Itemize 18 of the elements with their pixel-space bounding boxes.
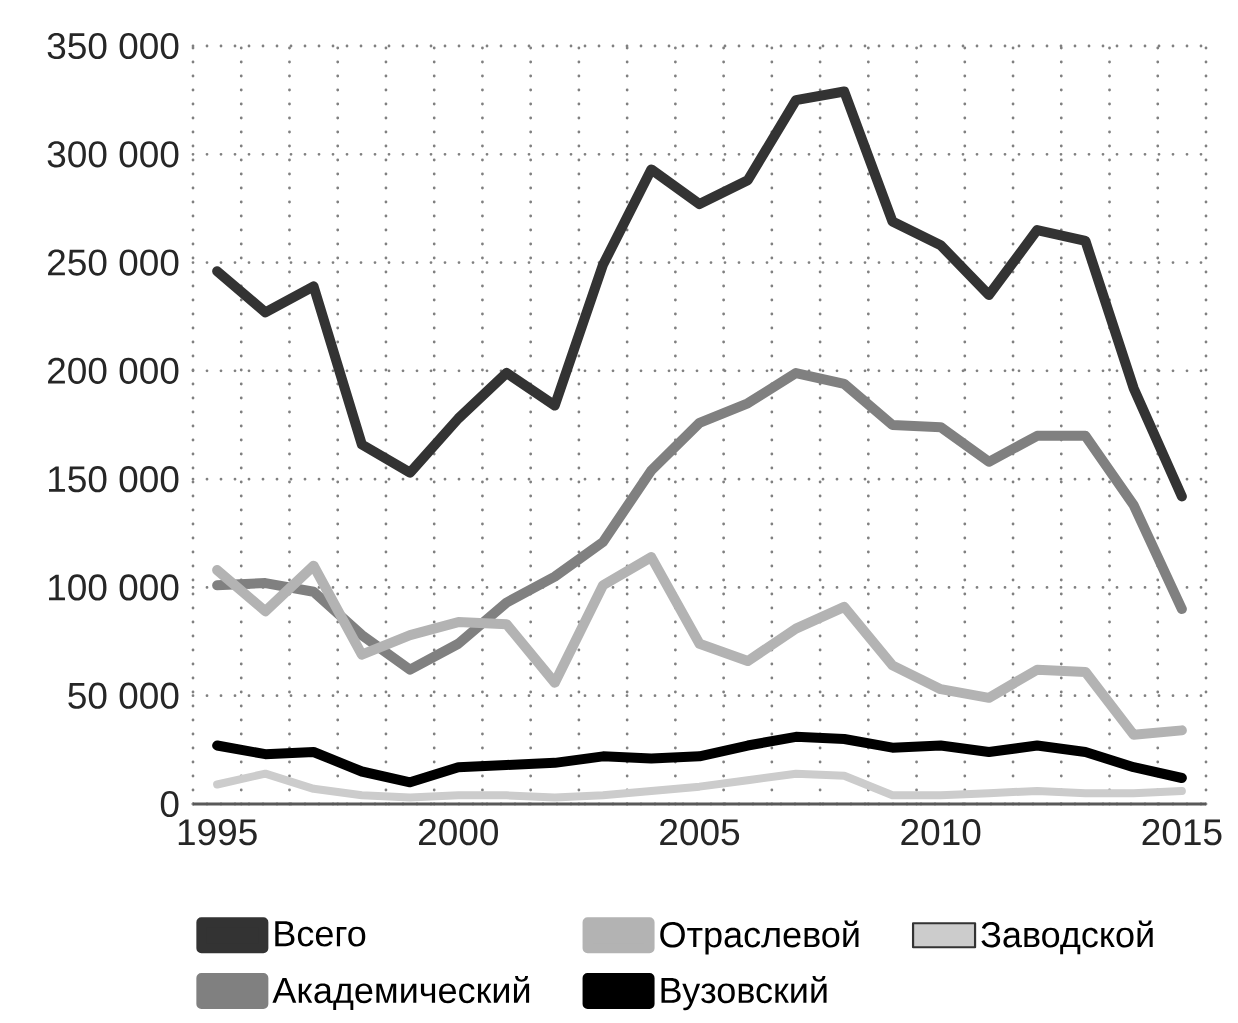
x-tick-label: 2005 [660, 819, 740, 846]
y-tick-label: 200 000 [48, 357, 179, 384]
y-tick-label: 300 000 [47, 141, 179, 168]
legend-label: Академический [272, 976, 530, 1011]
y-tick-label: 0 [160, 790, 179, 818]
x-tick-label: 2015 [1142, 819, 1222, 846]
legend-label: Отраслевой [660, 920, 859, 955]
y-tick-label: 250 000 [48, 249, 179, 276]
legend-label: Всего [275, 921, 366, 947]
legend-label: Вузовский [661, 976, 827, 1011]
y-tick-label: 50 000 [68, 682, 179, 709]
x-tick-label: 1995 [178, 819, 257, 846]
y-tick-label: 100 000 [49, 574, 179, 601]
x-tick-label: 2000 [419, 819, 499, 846]
y-tick-label: 350 000 [47, 32, 179, 60]
x-tick-label: 2010 [901, 819, 981, 846]
legend-label: Заводской [981, 920, 1153, 955]
y-tick-label: 150 000 [49, 466, 179, 493]
